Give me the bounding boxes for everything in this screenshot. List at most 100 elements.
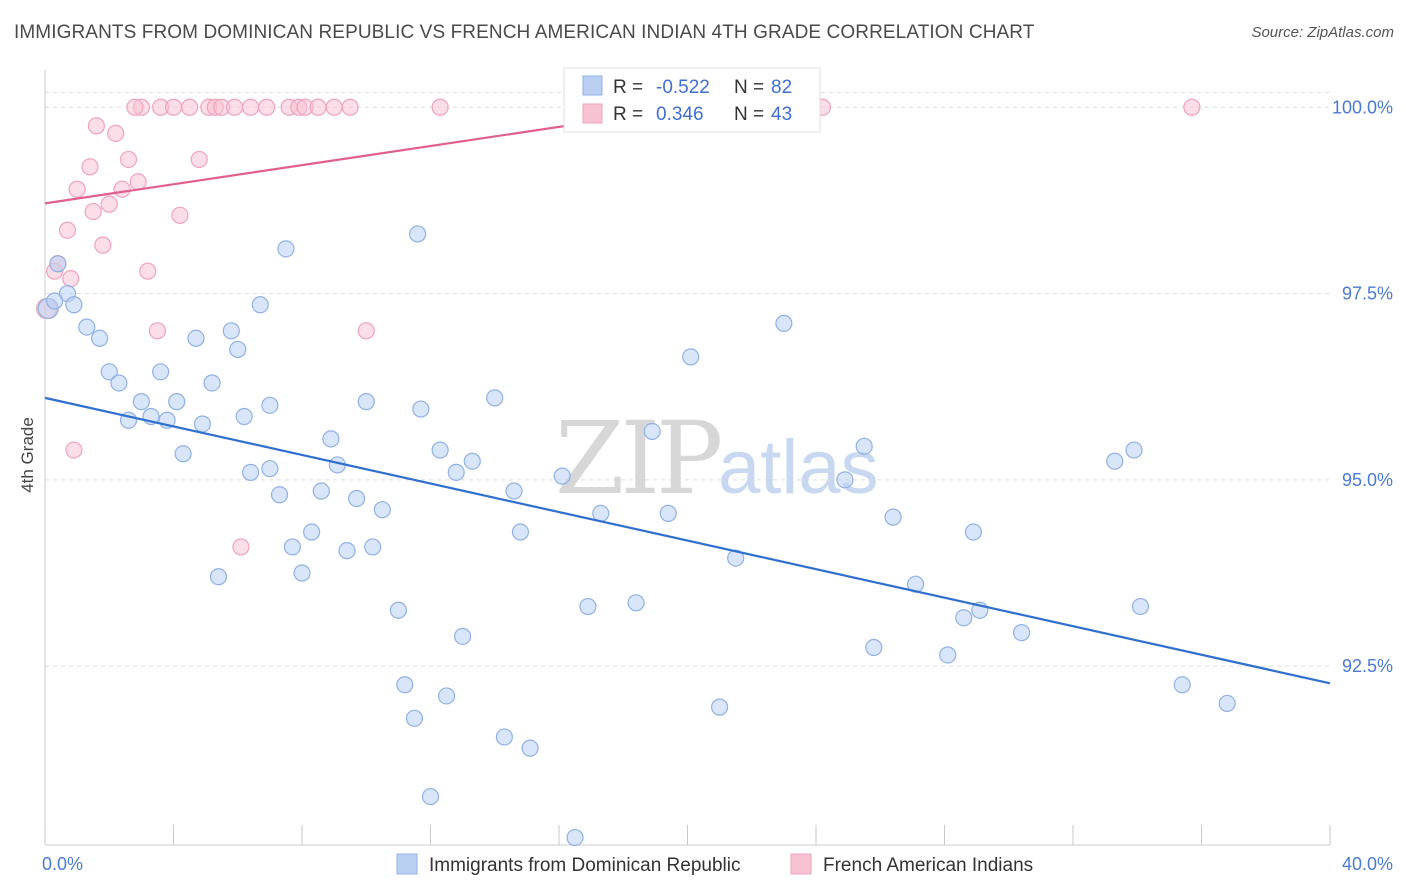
grid-lines (45, 91, 1330, 667)
point-blue-58 (627, 594, 645, 612)
y-axis-label: 4th Grade (18, 417, 37, 493)
point-blue-14 (174, 445, 192, 463)
y-tick-label-3: 92.5% (1342, 656, 1393, 676)
legend-swatch-pink (582, 103, 603, 124)
point-blue-46 (447, 463, 465, 482)
point-blue-59 (643, 422, 661, 441)
axes (44, 70, 1331, 846)
point-pink-33 (325, 98, 343, 116)
point-blue-65 (836, 471, 854, 489)
point-blue-35 (357, 393, 375, 411)
bottom-legend-swatch-blue (396, 853, 418, 875)
point-pink-28 (258, 98, 276, 116)
point-blue-3 (65, 296, 83, 314)
point-blue-66 (855, 437, 873, 455)
point-blue-19 (222, 322, 240, 340)
point-pink-19 (164, 98, 183, 116)
point-pink-11 (100, 195, 118, 213)
point-blue-33 (338, 542, 356, 560)
point-pink-27 (232, 538, 250, 556)
point-blue-56 (579, 597, 597, 616)
point-blue-49 (486, 389, 504, 407)
point-pink-42 (126, 98, 144, 116)
stats-legend: R = -0.522 N = 82 R = 0.346 N = 43 (563, 67, 821, 133)
series-legend: Immigrants from Dominican Republic Frenc… (396, 853, 1033, 876)
point-blue-23 (251, 296, 269, 314)
point-blue-51 (505, 482, 523, 500)
point-blue-18 (209, 568, 228, 586)
point-blue-21 (235, 407, 253, 426)
legend-n-value-pink: 43 (771, 104, 792, 125)
source-label: Source: ZipAtlas.com (1251, 24, 1394, 41)
point-blue-55 (566, 828, 584, 847)
point-blue-38 (389, 601, 407, 619)
series-immigrants-dominican-republic (37, 225, 1236, 847)
point-blue-50 (495, 728, 513, 746)
stats-legend-box (563, 67, 821, 133)
series-french-american-indians (36, 98, 1201, 556)
point-pink-5 (65, 441, 83, 459)
x-tick-label-0: 0.0% (42, 854, 83, 874)
point-pink-26 (225, 98, 244, 116)
point-pink-35 (431, 98, 449, 116)
point-blue-53 (521, 739, 539, 757)
point-blue-44 (431, 441, 449, 459)
watermark-zip: ZIP (555, 400, 720, 517)
trend-line-blue (44, 396, 1331, 685)
legend-n-label-blue: N = (734, 77, 764, 98)
point-pink-6 (68, 180, 86, 198)
point-blue-80 (46, 292, 64, 310)
point-blue-11 (152, 363, 170, 381)
legend-n-value-blue: 82 (771, 77, 792, 98)
point-pink-8 (84, 202, 102, 221)
point-blue-26 (277, 240, 295, 258)
y-tick-label-0: 100.0% (1332, 97, 1393, 117)
point-pink-34 (357, 322, 375, 340)
point-pink-4 (62, 270, 80, 288)
bottom-legend-label-blue: Immigrants from Dominican Republic (429, 855, 741, 876)
point-blue-36 (364, 538, 382, 556)
point-pink-17 (148, 322, 167, 340)
point-blue-71 (955, 609, 973, 627)
point-blue-27 (283, 538, 301, 556)
point-pink-16 (139, 262, 157, 280)
point-pink-41 (341, 98, 359, 116)
point-blue-17 (203, 374, 221, 392)
point-blue-28 (293, 564, 311, 582)
y-tick-labels: 100.0% 97.5% 95.0% 92.5% (1332, 97, 1393, 676)
point-blue-75 (1106, 452, 1124, 470)
point-blue-6 (100, 363, 118, 381)
point-blue-67 (865, 638, 883, 657)
point-pink-14 (119, 150, 138, 169)
point-blue-40 (405, 709, 424, 727)
point-blue-25 (270, 486, 289, 504)
legend-r-value-blue: -0.522 (656, 77, 710, 98)
point-pink-12 (107, 124, 125, 142)
legend-r-value-pink: 0.346 (656, 104, 704, 125)
point-blue-77 (1131, 597, 1150, 616)
point-pink-9 (87, 117, 106, 135)
point-blue-37 (373, 501, 391, 519)
point-blue-68 (884, 508, 902, 526)
point-blue-15 (187, 329, 205, 347)
point-pink-32 (309, 98, 327, 116)
point-blue-42 (409, 225, 427, 243)
point-blue-20 (229, 340, 247, 359)
point-blue-81 (261, 396, 279, 414)
point-blue-43 (421, 787, 440, 806)
point-blue-16 (193, 415, 212, 433)
point-blue-78 (1173, 676, 1191, 694)
point-pink-40 (242, 98, 260, 116)
point-blue-41 (412, 400, 430, 418)
point-pink-10 (94, 236, 112, 254)
point-blue-61 (682, 348, 700, 366)
point-blue-48 (463, 452, 481, 470)
watermark: ZIP atlas (555, 400, 879, 517)
point-blue-13 (168, 393, 186, 411)
point-blue-76 (1125, 441, 1143, 459)
point-blue-54 (553, 467, 571, 485)
legend-n-label-pink: N = (734, 104, 764, 125)
point-blue-74 (1012, 624, 1031, 642)
point-blue-31 (322, 430, 340, 448)
